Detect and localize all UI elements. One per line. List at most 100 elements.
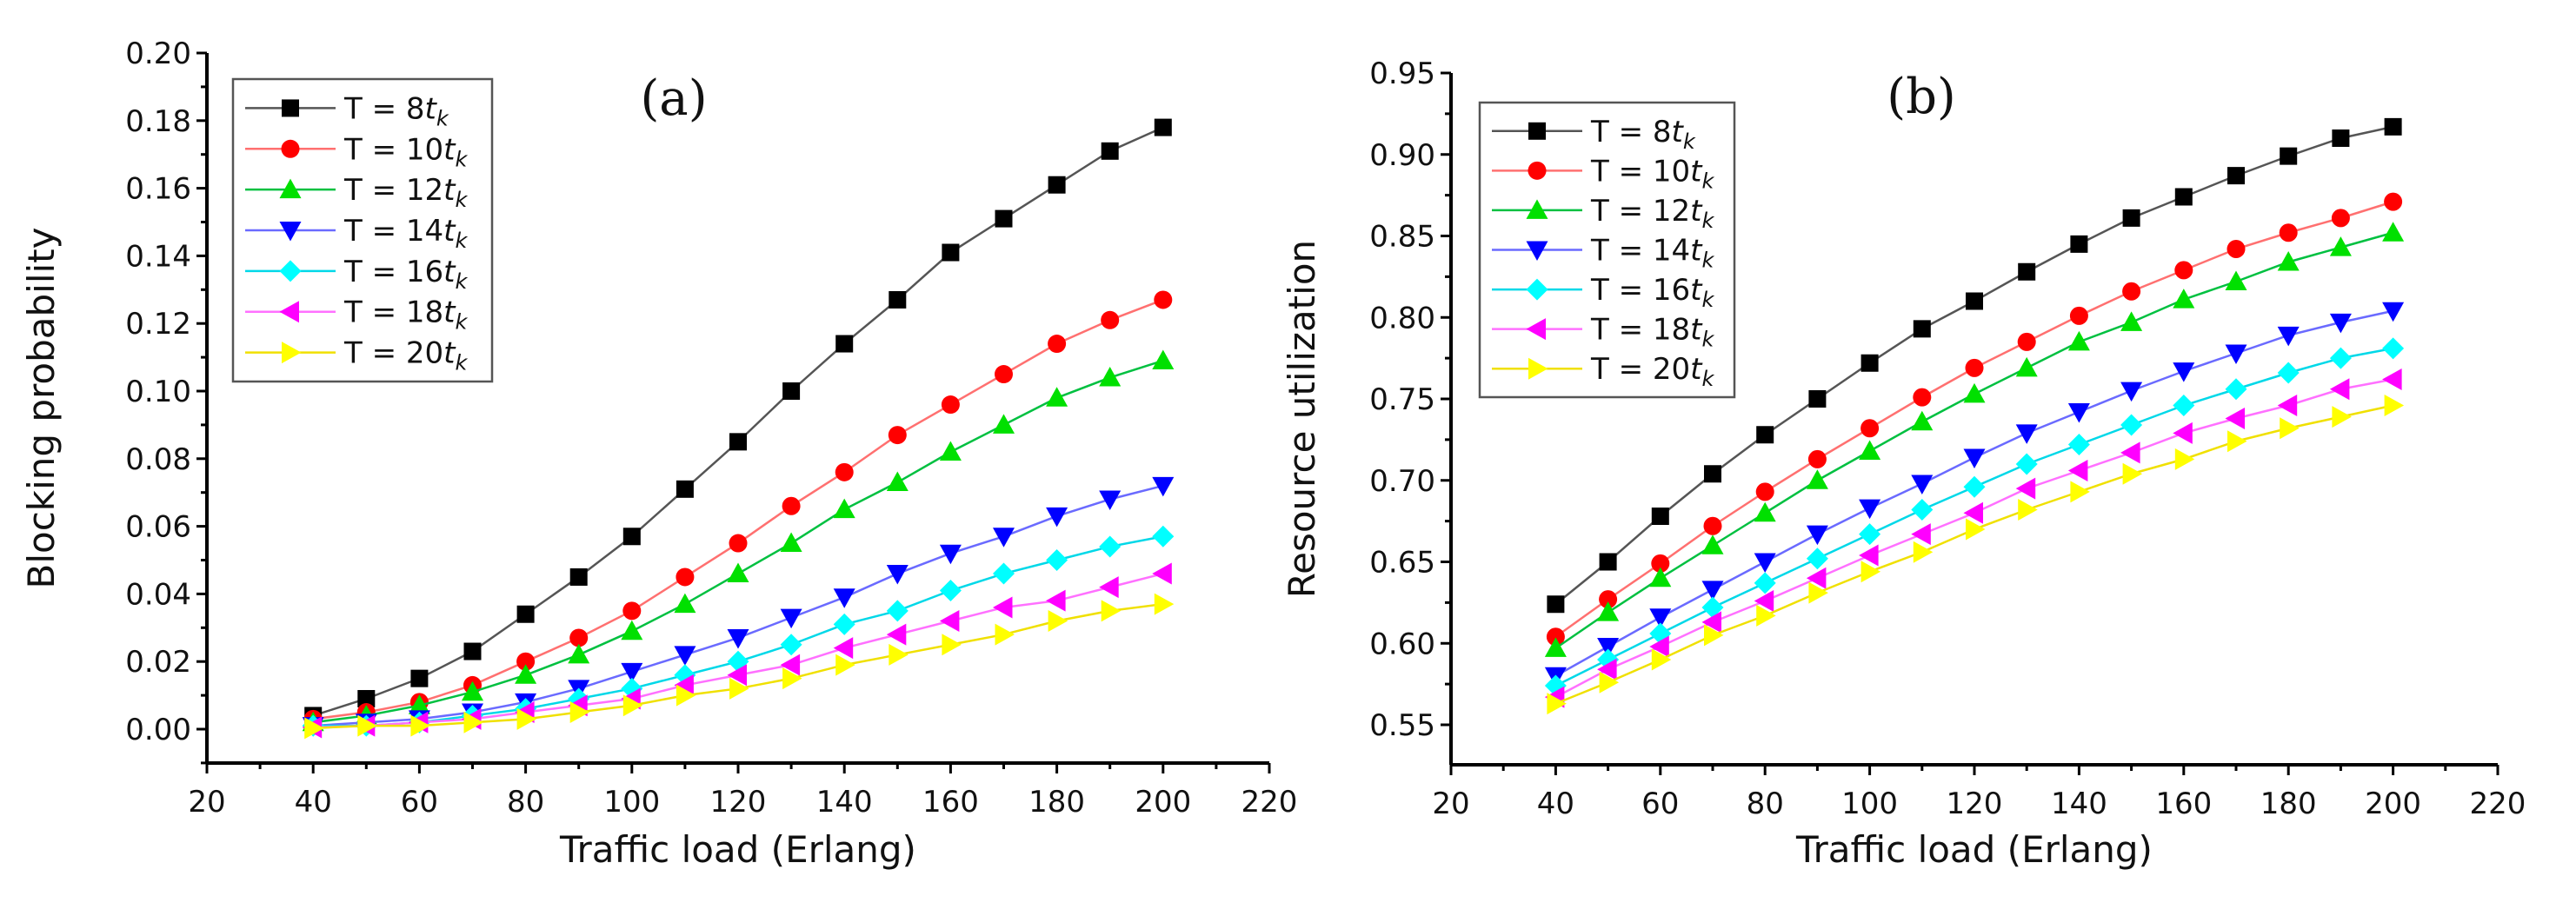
data-point	[676, 568, 695, 587]
y-tick-label: 0.06	[125, 510, 191, 545]
data-point	[2122, 462, 2143, 485]
data-point	[2173, 289, 2195, 309]
data-point	[1701, 596, 1724, 619]
legend-marker	[282, 342, 302, 364]
data-point	[516, 605, 535, 623]
data-point	[1963, 475, 1986, 498]
data-point	[1152, 349, 1175, 369]
data-point	[727, 562, 749, 583]
x-tick-label: 220	[2470, 787, 2526, 821]
data-point	[2015, 356, 2038, 377]
data-point	[993, 562, 1015, 585]
legend-label-subscript: k	[1701, 367, 1714, 391]
legend-label-text: T = 14	[343, 214, 443, 249]
data-point	[1154, 593, 1175, 615]
data-point	[2331, 209, 2350, 228]
data-point	[729, 677, 749, 700]
data-point	[569, 628, 589, 647]
data-point	[1963, 448, 1986, 468]
data-point	[410, 669, 429, 687]
data-point	[304, 717, 324, 740]
y-tick-label: 0.80	[1369, 301, 1435, 335]
legend-label-text: T = 18	[343, 295, 443, 330]
data-point	[782, 382, 801, 400]
data-point	[1859, 499, 1881, 520]
data-point	[2070, 235, 2088, 253]
legend-label-text: T = 14	[1590, 234, 1690, 269]
data-point	[1547, 693, 1567, 715]
data-point	[622, 694, 643, 717]
data-point	[1046, 549, 1068, 571]
y-tick-label: 0.65	[1369, 546, 1435, 581]
data-point	[462, 680, 483, 701]
series-t16tk	[1544, 337, 2405, 697]
data-point	[939, 610, 960, 633]
data-point	[1544, 637, 1567, 657]
legend-marker	[279, 178, 302, 199]
data-point	[889, 643, 909, 666]
data-point	[1911, 499, 1934, 521]
legend-item: T = 10tk	[245, 132, 468, 171]
legend-label-t: t	[1690, 273, 1703, 308]
legend-item: T = 14tk	[1492, 234, 1714, 273]
data-point	[1911, 410, 1934, 431]
data-point	[621, 620, 643, 641]
data-point	[1599, 590, 1618, 609]
data-point	[1756, 426, 1774, 444]
data-point	[2067, 330, 2090, 351]
data-point	[2173, 421, 2193, 444]
x-tick-label: 220	[1241, 785, 1298, 820]
data-point	[2225, 378, 2247, 401]
x-tick-label: 80	[1747, 787, 1784, 821]
data-point	[2277, 362, 2300, 384]
data-point	[1913, 541, 1934, 563]
data-point	[622, 601, 642, 621]
data-point	[941, 395, 960, 415]
legend-label-subscript: k	[1701, 249, 1714, 273]
data-point	[2384, 395, 2405, 416]
data-point	[1152, 476, 1175, 497]
legend-label-t: t	[443, 295, 456, 330]
legend-label-t: t	[1690, 194, 1703, 229]
chart-b-resource-utilization: 20 40 60 80 100 120 140 160 180 200 220 0.55 0.60 0.6…	[1281, 56, 2526, 871]
x-axis-label: Traffic load (Erlang)	[559, 828, 916, 871]
data-point	[2120, 382, 2143, 402]
data-point	[1754, 590, 1774, 612]
legend-label-t: t	[1690, 234, 1703, 269]
legend-label: T = 10tk	[1590, 154, 1714, 193]
data-point	[886, 623, 907, 646]
legend-item: T = 16tk	[245, 255, 468, 294]
x-tick-label: 140	[2051, 787, 2107, 821]
data-point	[942, 243, 960, 262]
y-tick-label: 0.20	[125, 37, 191, 71]
data-point	[2280, 147, 2298, 165]
data-point	[1048, 335, 1067, 354]
legend-label-t: t	[1672, 115, 1685, 149]
legend-label: T = 18tk	[343, 295, 468, 335]
data-point	[1859, 440, 1881, 460]
data-point	[2329, 236, 2352, 256]
legend-label: T = 8tk	[343, 91, 449, 130]
legend-marker	[1526, 241, 1548, 261]
data-point	[833, 498, 855, 519]
data-point	[1860, 354, 1879, 372]
data-point	[2332, 406, 2352, 428]
data-point	[1806, 567, 1827, 589]
data-point	[1806, 525, 1828, 546]
data-point	[2067, 460, 2088, 481]
legend-item: T = 12tk	[245, 173, 468, 212]
data-point	[2017, 332, 2036, 351]
data-point	[1046, 507, 1068, 528]
legend-label-t: t	[443, 214, 456, 249]
x-tick-label: 200	[1135, 785, 1191, 820]
legend-label: T = 12tk	[343, 173, 468, 212]
legend-label-text: T = 12	[343, 173, 443, 208]
data-point	[2277, 395, 2298, 416]
data-point	[995, 623, 1015, 646]
data-point	[516, 707, 537, 730]
data-point	[2120, 414, 2143, 436]
legend-label-subscript: k	[455, 147, 468, 171]
data-point	[1807, 449, 1827, 468]
data-point	[1913, 388, 1932, 407]
